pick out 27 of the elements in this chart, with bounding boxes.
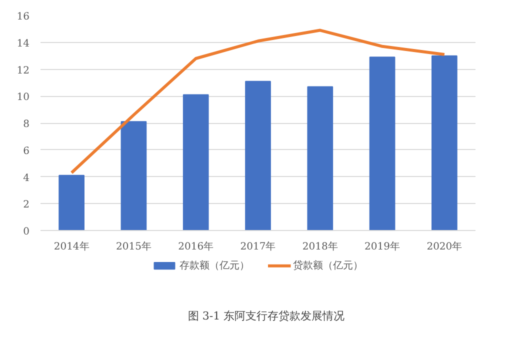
x-tick-label: 2015年 <box>116 240 152 252</box>
x-tick-label: 2019年 <box>364 240 400 252</box>
line-series <box>70 28 446 174</box>
bar <box>58 174 84 230</box>
y-tick-label: 10 <box>16 92 30 104</box>
y-tick-label: 8 <box>23 119 30 130</box>
y-tick-label: 2 <box>23 200 30 211</box>
x-tick-label: 2018年 <box>302 240 338 252</box>
y-tick-label: 4 <box>23 172 30 184</box>
y-tick-label: 6 <box>23 146 30 157</box>
y-tick-label: 14 <box>16 38 30 50</box>
text: 图 3-1 东阿支行存贷款发展情况 <box>188 310 345 322</box>
y-tick-label: 12 <box>16 65 30 76</box>
legend-label: 存款额（亿元） <box>179 259 250 272</box>
y-tick-label: 16 <box>16 12 30 22</box>
bar <box>182 94 209 230</box>
x-tick-label: 2020年 <box>426 240 462 252</box>
y-tick-label: 0 <box>23 226 30 238</box>
bar <box>245 80 271 230</box>
bar <box>307 86 334 230</box>
x-tick-label: 2017年 <box>240 240 276 252</box>
x-tick-label: 2016年 <box>178 240 214 252</box>
bar <box>432 55 458 230</box>
legend-label: 贷款额（亿元） <box>293 259 364 272</box>
bar <box>369 56 396 230</box>
x-tick-label: 2014年 <box>54 240 90 252</box>
bar <box>120 121 147 230</box>
